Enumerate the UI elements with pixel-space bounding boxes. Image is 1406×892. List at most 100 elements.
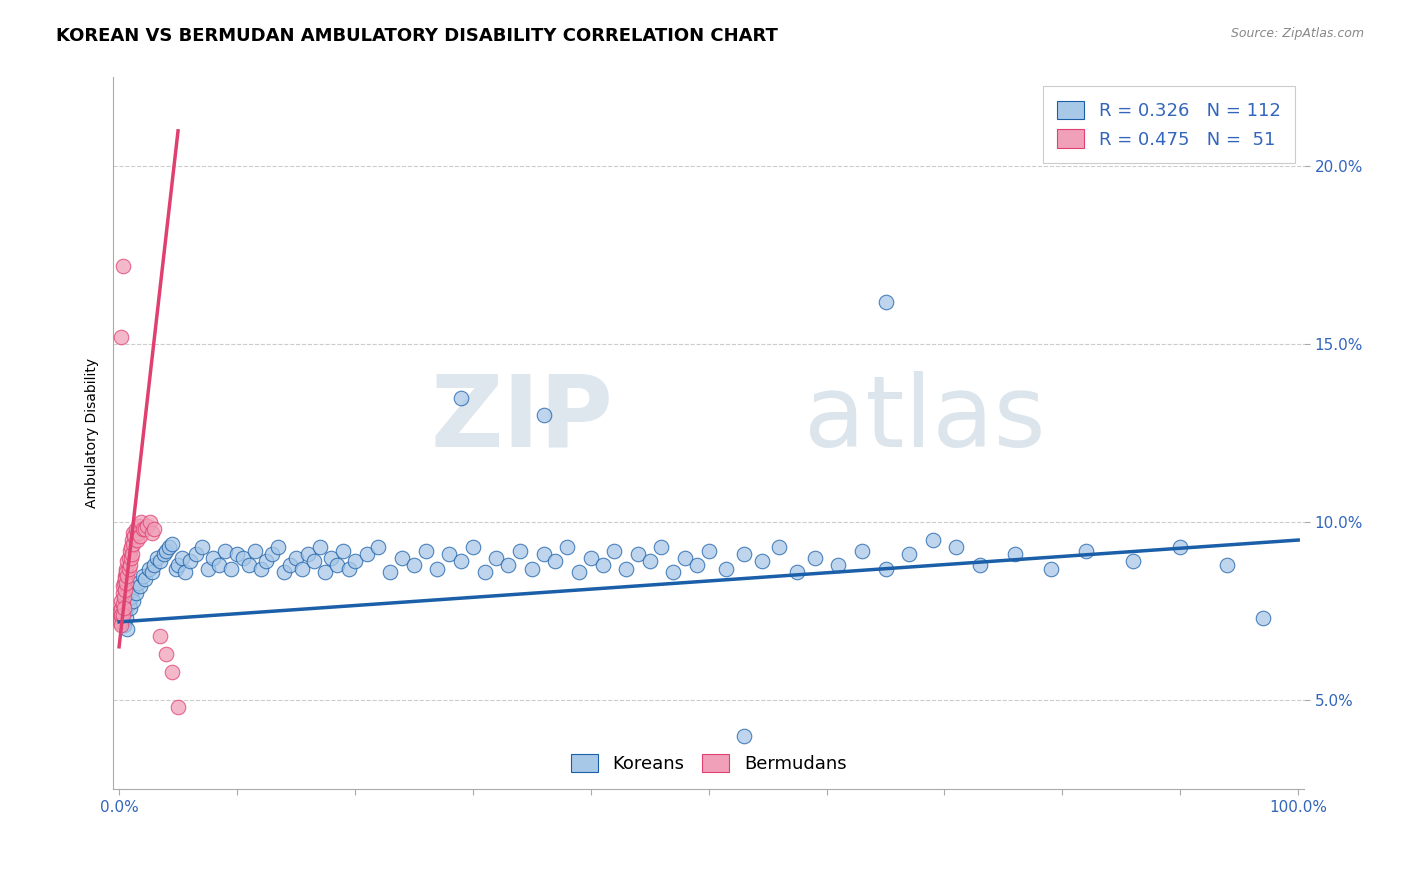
Point	[533, 409, 555, 423]
Point	[110, 593, 132, 607]
Point	[112, 590, 135, 604]
Point	[308, 540, 330, 554]
Point	[111, 607, 134, 622]
Point	[751, 554, 773, 568]
Point	[115, 611, 138, 625]
Point	[160, 665, 183, 679]
Text: ZIP: ZIP	[430, 370, 613, 467]
Point	[1216, 558, 1239, 572]
Point	[875, 561, 897, 575]
Point	[110, 604, 132, 618]
Point	[120, 540, 142, 554]
Point	[733, 729, 755, 743]
Point	[267, 540, 290, 554]
Point	[111, 586, 134, 600]
Point	[128, 518, 150, 533]
Point	[232, 550, 254, 565]
Point	[121, 547, 143, 561]
Point	[114, 582, 136, 597]
Point	[111, 259, 134, 273]
Point	[786, 565, 808, 579]
Point	[579, 550, 602, 565]
Point	[114, 572, 136, 586]
Point	[160, 536, 183, 550]
Point	[533, 547, 555, 561]
Point	[326, 558, 349, 572]
Point	[314, 565, 336, 579]
Point	[111, 579, 134, 593]
Point	[110, 611, 132, 625]
Point	[614, 561, 637, 575]
Point	[733, 547, 755, 561]
Point	[509, 543, 531, 558]
Point	[143, 522, 166, 536]
Point	[155, 543, 177, 558]
Point	[380, 565, 402, 579]
Point	[143, 558, 166, 572]
Y-axis label: Ambulatory Disability: Ambulatory Disability	[86, 359, 100, 508]
Point	[461, 540, 484, 554]
Point	[112, 600, 135, 615]
Point	[426, 561, 449, 575]
Point	[149, 554, 172, 568]
Point	[520, 561, 543, 575]
Point	[686, 558, 709, 572]
Point	[127, 525, 149, 540]
Point	[1004, 547, 1026, 561]
Point	[439, 547, 461, 561]
Point	[291, 561, 314, 575]
Point	[122, 525, 145, 540]
Point	[332, 543, 354, 558]
Point	[544, 554, 567, 568]
Point	[131, 515, 153, 529]
Point	[402, 558, 425, 572]
Point	[273, 565, 295, 579]
Point	[827, 558, 849, 572]
Point	[496, 558, 519, 572]
Point	[129, 529, 152, 543]
Point	[662, 565, 685, 579]
Point	[214, 543, 236, 558]
Point	[136, 518, 159, 533]
Point	[114, 604, 136, 618]
Point	[122, 536, 145, 550]
Point	[167, 558, 190, 572]
Point	[115, 565, 138, 579]
Point	[157, 540, 180, 554]
Point	[131, 522, 153, 536]
Point	[302, 554, 325, 568]
Point	[122, 593, 145, 607]
Text: atlas: atlas	[804, 370, 1046, 467]
Point	[117, 568, 139, 582]
Point	[117, 550, 139, 565]
Point	[219, 561, 242, 575]
Point	[117, 554, 139, 568]
Point	[243, 543, 266, 558]
Point	[129, 579, 152, 593]
Point	[945, 540, 967, 554]
Point	[110, 330, 132, 344]
Point	[111, 597, 134, 611]
Point	[262, 547, 284, 561]
Point	[592, 558, 614, 572]
Point	[450, 391, 472, 405]
Point	[120, 590, 142, 604]
Text: Source: ZipAtlas.com: Source: ZipAtlas.com	[1230, 27, 1364, 40]
Point	[138, 561, 160, 575]
Point	[115, 561, 138, 575]
Point	[627, 547, 650, 561]
Point	[716, 561, 738, 575]
Point	[768, 540, 790, 554]
Point	[921, 533, 943, 547]
Point	[174, 565, 197, 579]
Point	[141, 525, 163, 540]
Point	[278, 558, 301, 572]
Point	[134, 572, 156, 586]
Point	[149, 629, 172, 643]
Point	[697, 543, 720, 558]
Point	[1251, 611, 1274, 625]
Point	[110, 607, 132, 622]
Point	[391, 550, 413, 565]
Point	[124, 586, 146, 600]
Point	[179, 554, 201, 568]
